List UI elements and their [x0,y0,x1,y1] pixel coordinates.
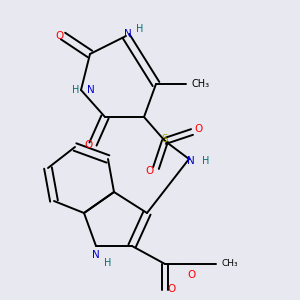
Text: N: N [87,85,95,95]
Text: O: O [188,269,196,280]
Text: O: O [146,166,154,176]
Text: O: O [167,284,175,295]
Text: H: H [202,155,209,166]
Text: H: H [136,23,143,34]
Text: N: N [124,29,131,40]
Text: O: O [194,124,202,134]
Text: S: S [162,134,168,145]
Text: N: N [187,155,194,166]
Text: CH₃: CH₃ [222,260,238,268]
Text: H: H [104,257,112,268]
Text: O: O [84,140,93,151]
Text: N: N [92,250,100,260]
Text: H: H [72,85,80,95]
Text: O: O [56,31,64,41]
Text: CH₃: CH₃ [192,79,210,89]
